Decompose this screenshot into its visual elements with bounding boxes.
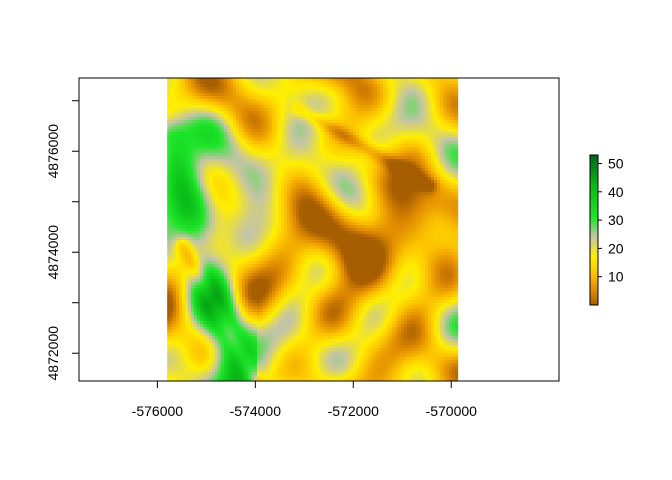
y-axis: 4872000 4874000 4876000: [45, 100, 80, 381]
raster-heatmap: [167, 78, 459, 381]
colorbar-ramp: [590, 155, 598, 305]
y-tick-label-1: 4874000: [45, 225, 61, 280]
colorbar-legend: 10 20 30 40 50: [589, 154, 624, 306]
y-tick-label-2: 4876000: [45, 124, 61, 179]
colorbar-label-1: 20: [608, 240, 624, 256]
colorbar-label-3: 40: [608, 184, 624, 200]
x-tick-label-1: -574000: [230, 403, 282, 419]
colorbar-label-2: 30: [608, 212, 624, 228]
x-tick-label-0: -576000: [132, 403, 184, 419]
colorbar-label-0: 10: [608, 269, 624, 285]
x-axis: -576000 -574000 -572000 -570000: [132, 380, 478, 419]
raster-image: [167, 78, 459, 381]
y-tick-label-0: 4872000: [45, 326, 61, 381]
colorbar-border: [589, 154, 599, 306]
x-tick-label-2: -572000: [328, 403, 380, 419]
colorbar-label-4: 50: [608, 155, 624, 171]
x-tick-label-3: -570000: [426, 403, 478, 419]
